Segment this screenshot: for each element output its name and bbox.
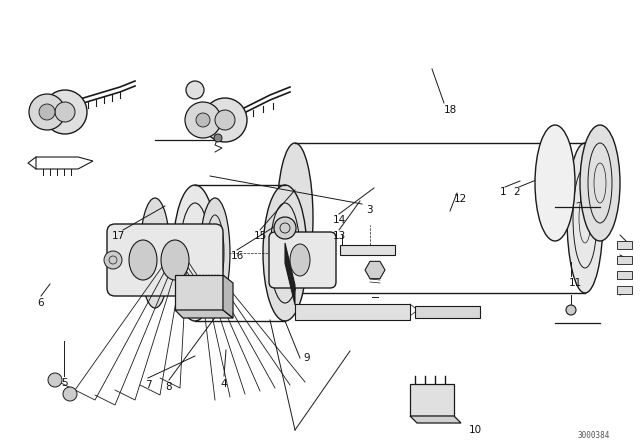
Bar — [410, 384, 454, 416]
Text: 18: 18 — [444, 105, 456, 115]
Ellipse shape — [43, 90, 87, 134]
Bar — [175, 275, 223, 310]
Ellipse shape — [274, 217, 296, 239]
Ellipse shape — [277, 143, 313, 293]
Bar — [617, 286, 632, 294]
Bar — [617, 256, 632, 264]
Ellipse shape — [186, 81, 204, 99]
Text: 7: 7 — [145, 380, 151, 390]
Polygon shape — [365, 261, 385, 279]
FancyBboxPatch shape — [107, 224, 223, 296]
Ellipse shape — [173, 185, 217, 321]
Text: 3: 3 — [365, 205, 372, 215]
Ellipse shape — [55, 102, 75, 122]
Text: 8: 8 — [166, 382, 172, 392]
Polygon shape — [410, 416, 461, 423]
Polygon shape — [175, 310, 233, 318]
Ellipse shape — [263, 185, 307, 321]
Text: 4: 4 — [221, 379, 227, 389]
Text: 12: 12 — [453, 194, 467, 204]
Ellipse shape — [535, 125, 575, 241]
Ellipse shape — [185, 102, 221, 138]
Bar — [295, 304, 410, 320]
Polygon shape — [340, 245, 395, 255]
Ellipse shape — [29, 94, 65, 130]
Ellipse shape — [129, 240, 157, 280]
Ellipse shape — [39, 104, 55, 120]
Text: 3000384: 3000384 — [578, 431, 610, 440]
Ellipse shape — [63, 387, 77, 401]
Text: 17: 17 — [111, 231, 125, 241]
Ellipse shape — [203, 98, 247, 142]
Ellipse shape — [580, 125, 620, 241]
Text: 1: 1 — [500, 187, 506, 197]
Ellipse shape — [200, 198, 230, 308]
Text: 11: 11 — [568, 278, 582, 288]
Ellipse shape — [140, 198, 170, 308]
Ellipse shape — [161, 240, 189, 280]
Text: 14: 14 — [332, 215, 346, 225]
Ellipse shape — [566, 305, 576, 315]
Text: 9: 9 — [304, 353, 310, 363]
Ellipse shape — [214, 134, 222, 142]
Ellipse shape — [196, 113, 210, 127]
Polygon shape — [285, 243, 295, 305]
Ellipse shape — [48, 373, 62, 387]
Ellipse shape — [104, 251, 122, 269]
Text: 10: 10 — [468, 425, 481, 435]
Text: 6: 6 — [38, 298, 44, 308]
Bar — [415, 306, 480, 318]
Polygon shape — [223, 275, 233, 318]
Text: 16: 16 — [230, 251, 244, 261]
Text: 13: 13 — [332, 231, 346, 241]
Text: 2: 2 — [514, 187, 520, 197]
Ellipse shape — [290, 244, 310, 276]
Text: 5: 5 — [61, 378, 67, 388]
Ellipse shape — [567, 143, 603, 293]
Bar — [617, 241, 632, 249]
FancyBboxPatch shape — [269, 232, 336, 288]
Text: 15: 15 — [253, 231, 267, 241]
Bar — [617, 271, 632, 279]
Ellipse shape — [215, 110, 235, 130]
